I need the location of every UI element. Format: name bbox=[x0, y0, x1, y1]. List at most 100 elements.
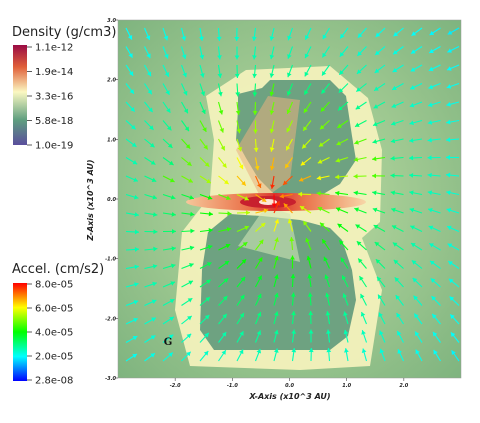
vector-arrow-head bbox=[234, 73, 240, 78]
vector-arrow-head bbox=[166, 108, 171, 113]
vector-arrow-head bbox=[325, 311, 331, 316]
accel-colorbar bbox=[13, 283, 27, 381]
vector-arrow-head bbox=[308, 329, 314, 334]
vector-arrow-head bbox=[429, 260, 435, 266]
vector-arrow-head bbox=[357, 51, 362, 56]
lower-cavity bbox=[238, 206, 300, 262]
vector-arrow-head bbox=[257, 275, 262, 281]
vector-arrow-head bbox=[355, 122, 360, 127]
vector-arrow-head bbox=[252, 55, 257, 60]
vector-arrow-head bbox=[133, 194, 139, 200]
vector-arrow-head bbox=[391, 121, 396, 126]
vector-arrow-head bbox=[171, 229, 176, 234]
y-axis: 3.0 2.0 1.0 0.0 -1.0 -2.0 -3.0 bbox=[105, 18, 118, 382]
vector-arrow-head bbox=[273, 348, 279, 353]
vector-arrow-head bbox=[446, 190, 451, 196]
vector-arrow-head bbox=[307, 274, 313, 279]
legend-tick-label: 3.3e-16 bbox=[35, 92, 73, 103]
vector-arrow-head bbox=[132, 336, 138, 341]
vector-arrow-head bbox=[203, 144, 208, 150]
acceleration-vectors bbox=[125, 27, 460, 362]
vector-arrow-head bbox=[322, 52, 327, 58]
vector-arrow-head bbox=[182, 72, 187, 78]
vector-arrow-head bbox=[393, 31, 399, 37]
vector-arrow-head bbox=[133, 177, 138, 182]
vector-arrow-head bbox=[361, 348, 367, 353]
legend-tick-label: 6.0e-05 bbox=[35, 304, 73, 315]
vector-arrow-head bbox=[291, 348, 297, 353]
vector-arrow-head bbox=[397, 331, 402, 336]
vector-arrow-head bbox=[306, 255, 312, 261]
vector-arrow-head bbox=[205, 297, 211, 302]
vector-arrow-head bbox=[378, 312, 383, 318]
vector-arrow-head bbox=[152, 212, 158, 217]
vector-arrow-head bbox=[183, 108, 189, 114]
vector-arrow-head bbox=[302, 143, 307, 149]
y-tick-label: -1.0 bbox=[105, 257, 116, 263]
density-legend: Density (g/cm3) 1.1e-12 1.9e-14 3.3e-16 5.8… bbox=[12, 25, 116, 152]
vector-arrow-head bbox=[258, 257, 263, 263]
vector-arrow-head bbox=[189, 195, 194, 200]
vector-arrow-head bbox=[341, 275, 347, 280]
vector-arrow-head bbox=[170, 263, 176, 269]
vector-arrow-head bbox=[244, 196, 249, 201]
vector-arrow-head bbox=[207, 244, 213, 250]
vector-arrow-head bbox=[303, 108, 309, 113]
vector-arrow-head bbox=[151, 317, 156, 322]
vector-arrow-head bbox=[227, 211, 232, 216]
vector-arrow-head bbox=[170, 281, 175, 286]
vector-arrow-head bbox=[448, 261, 453, 266]
vector-arrow-head bbox=[127, 34, 133, 40]
vector-arrow-head bbox=[305, 237, 310, 243]
vector-arrow-head bbox=[208, 211, 213, 217]
vector-arrow-head bbox=[217, 91, 223, 97]
vector-arrow-head bbox=[149, 142, 155, 148]
vector-arrow-head bbox=[164, 53, 169, 59]
vector-arrow-head bbox=[239, 349, 244, 355]
vector-arrow-head bbox=[263, 208, 269, 214]
vector-arrow-head bbox=[151, 299, 157, 305]
vector-arrow-head bbox=[447, 48, 452, 53]
vector-arrow-head bbox=[344, 348, 349, 353]
vector-arrow-head bbox=[432, 313, 437, 319]
vector-arrow-head bbox=[153, 229, 158, 235]
vector-arrow-head bbox=[357, 33, 363, 38]
vector-arrow-head bbox=[409, 207, 415, 213]
vector-arrow-head bbox=[427, 172, 432, 178]
vector-arrow-head bbox=[325, 292, 330, 298]
vector-arrow-head bbox=[238, 164, 244, 170]
vector-arrow-head bbox=[303, 126, 308, 131]
vector-arrow-head bbox=[153, 246, 158, 252]
vector-arrow-head bbox=[392, 67, 398, 73]
vector-arrow-head bbox=[322, 34, 327, 40]
vector-arrow-head bbox=[410, 225, 415, 230]
vector-arrow-head bbox=[396, 313, 401, 318]
vector-arrow-head bbox=[290, 274, 296, 279]
x-tick-label: -2.0 bbox=[170, 383, 181, 389]
vector-arrow-head bbox=[298, 177, 304, 182]
vector-arrow-head bbox=[335, 190, 340, 196]
vector-arrow-head bbox=[252, 92, 258, 97]
vector-arrow-head bbox=[189, 263, 194, 268]
vector-arrow-head bbox=[234, 55, 240, 60]
vector-arrow-head bbox=[375, 32, 381, 38]
vector-arrow-head bbox=[285, 163, 290, 169]
vector-arrow-head bbox=[274, 311, 279, 316]
vector-arrow-head bbox=[220, 145, 225, 151]
vector-arrow-head bbox=[257, 183, 262, 188]
vector-arrow-head bbox=[410, 85, 415, 90]
x-tick-label: 0.0 bbox=[285, 383, 294, 389]
vector-arrow-head bbox=[217, 73, 223, 78]
vector-arrow-head bbox=[411, 31, 417, 36]
vector-arrow-head bbox=[183, 90, 188, 96]
vector-arrow-head bbox=[448, 278, 454, 284]
vector-arrow-head bbox=[354, 207, 359, 213]
y-tick-label: 3.0 bbox=[107, 18, 116, 24]
vector-arrow-head bbox=[321, 89, 326, 94]
vector-arrow-head bbox=[169, 316, 174, 322]
vector-arrow-head bbox=[291, 329, 297, 334]
vector-arrow-head bbox=[308, 311, 314, 316]
vector-arrow-head bbox=[409, 172, 414, 178]
vector-arrow-head bbox=[208, 227, 213, 233]
